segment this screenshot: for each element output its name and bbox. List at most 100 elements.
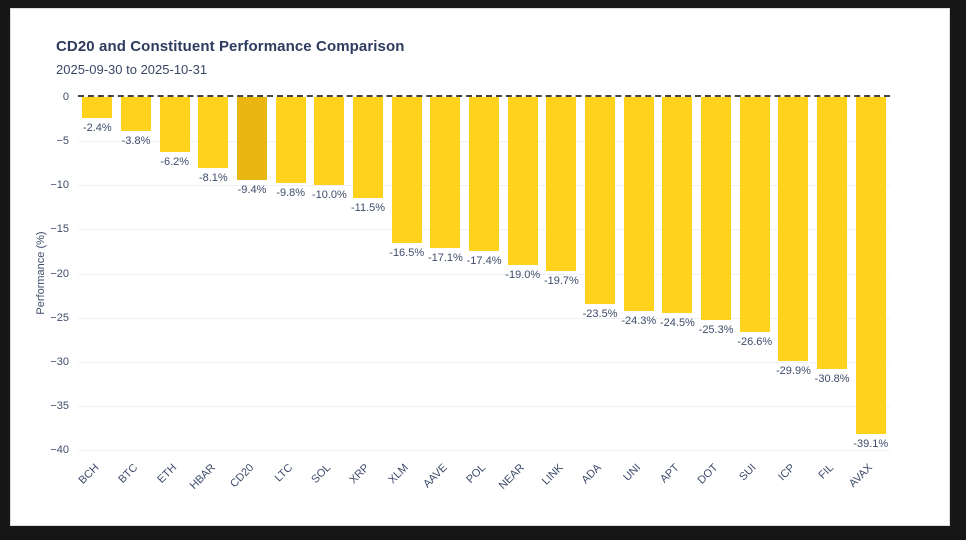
x-axis-label-xrp: XRP (347, 461, 373, 487)
bar-aave[interactable] (430, 97, 461, 248)
bar-slot-cd20: -9.4% CD20 (228, 97, 272, 490)
x-axis-label-link: LINK (539, 461, 566, 488)
bar-near[interactable] (507, 97, 538, 265)
value-label-xrp: -11.5% (351, 202, 386, 215)
bar-slot-ada: -23.5% ADA (580, 97, 620, 486)
y-tick-label: −5 (56, 135, 69, 148)
value-label-ltc: -9.8% (276, 187, 306, 200)
x-axis-label-eth: ETH (154, 461, 179, 486)
bar-slot-sui: -26.6% SUI (735, 97, 774, 483)
x-axis-label-dot: DOT (695, 461, 721, 487)
bar-slot-bch: -2.4% BCH (77, 97, 117, 487)
bar-apt[interactable] (662, 97, 693, 314)
value-label-fil: -30.8% (814, 372, 850, 385)
bar-slot-uni: -24.3% UNI (619, 97, 658, 484)
value-label-dot: -25.3% (698, 324, 734, 337)
bar-sol[interactable] (314, 97, 345, 186)
chart-panel: CD20 and Constituent Performance Compari… (10, 8, 950, 526)
bar-slot-btc: -3.8% BTC (116, 97, 156, 486)
y-tick-label: −30 (50, 355, 69, 368)
y-tick-label: −35 (50, 399, 69, 412)
bar-slot-ltc: -9.8% LTC (271, 97, 310, 484)
y-tick-label: −40 (50, 444, 69, 456)
y-tick-label: −20 (50, 267, 69, 280)
value-label-icp: -29.9% (776, 364, 811, 377)
bars-layer: -2.4% BCH -3.8% BTC -6.2% ETH -8.1% HBAR -9.4% CD… (77, 97, 890, 492)
x-axis-label-avax: AVAX (846, 461, 876, 490)
bar-slot-pol: -17.4% POL (464, 97, 504, 486)
bar-ada[interactable] (585, 97, 616, 305)
bar-slot-dot: -25.3% DOT (695, 97, 736, 487)
value-label-xlm: -16.5% (389, 246, 425, 259)
bar-slot-hbar: -8.1% HBAR (188, 97, 233, 492)
bar-slot-fil: -30.8% FIL (813, 97, 852, 481)
gridline (78, 405, 890, 407)
x-axis-label-cd20: CD20 (227, 461, 257, 491)
bar-slot-aave: -17.1% AAVE (421, 97, 465, 490)
x-axis-label-hbar: HBAR (187, 461, 218, 492)
bar-uni[interactable] (623, 97, 654, 312)
x-axis-label-uni: UNI (621, 461, 643, 484)
value-label-apt: -24.5% (659, 317, 695, 330)
bar-avax[interactable] (855, 97, 886, 434)
value-label-eth: -6.2% (160, 155, 190, 168)
x-axis-label-btc: BTC (116, 461, 141, 486)
bar-cd20[interactable] (237, 97, 268, 180)
value-label-uni: -24.3% (621, 315, 657, 328)
x-axis-label-aave: AAVE (420, 461, 450, 491)
chart-title: CD20 and Constituent Performance Compari… (56, 38, 405, 55)
value-label-cd20: -9.4% (237, 183, 267, 196)
x-axis-label-ltc: LTC (272, 461, 295, 485)
x-axis-label-near: NEAR (496, 461, 527, 492)
value-label-aave: -17.1% (427, 251, 463, 264)
gridline (78, 317, 890, 319)
value-label-sui: -26.6% (737, 335, 773, 348)
x-axis-label-pol: POL (464, 461, 489, 486)
bar-hbar[interactable] (198, 97, 229, 169)
bar-slot-eth: -6.2% ETH (155, 97, 194, 486)
bar-xlm[interactable] (391, 97, 422, 243)
chart-subtitle: 2025-09-30 to 2025-10-31 (56, 62, 208, 77)
zero-baseline (78, 95, 890, 97)
bar-fil[interactable] (817, 97, 848, 369)
bar-icp[interactable] (778, 97, 809, 361)
bar-slot-icp: -29.9% ICP (774, 97, 813, 483)
x-axis-label-fil: FIL (816, 461, 837, 482)
bar-xrp[interactable] (353, 97, 384, 199)
x-axis-label-sol: SOL (309, 461, 334, 486)
bar-bch[interactable] (82, 97, 113, 119)
bar-slot-link: -19.7% LINK (540, 97, 581, 488)
bar-link[interactable] (546, 97, 577, 271)
x-axis-label-icp: ICP (776, 461, 798, 484)
bar-slot-near: -19.0% NEAR (497, 97, 542, 492)
bar-ltc[interactable] (275, 97, 306, 184)
x-axis-label-apt: APT (658, 461, 682, 486)
bar-slot-avax: -39.1% AVAX (847, 97, 890, 490)
bar-slot-xlm: -16.5% XLM (386, 97, 426, 486)
x-axis-label-xlm: XLM (386, 461, 411, 487)
x-axis-label-ada: ADA (579, 461, 605, 487)
value-label-ada: -23.5% (582, 308, 618, 321)
value-label-sol: -10.0% (311, 189, 347, 202)
x-axis-label-bch: BCH (76, 461, 102, 487)
y-tick-label: −25 (50, 311, 69, 324)
value-label-btc: -3.8% (121, 134, 151, 147)
plot-area: 0 −5 −10 −15 −20 −25 −30 −35 −40 -2.4% BCH -3.8% BT… (50, 91, 890, 492)
y-tick-label: −10 (50, 179, 69, 192)
bar-btc[interactable] (121, 97, 151, 131)
value-label-hbar: -8.1% (198, 172, 228, 185)
bar-eth[interactable] (159, 97, 190, 152)
value-label-bch: -2.4% (82, 122, 112, 135)
bar-pol[interactable] (469, 97, 500, 251)
gridline (78, 361, 890, 363)
bar-slot-sol: -10.0% SOL (310, 97, 349, 486)
bar-slot-xrp: -11.5% XRP (348, 97, 388, 486)
value-label-pol: -17.4% (466, 254, 502, 267)
bar-dot[interactable] (701, 97, 732, 321)
bar-sui[interactable] (739, 97, 770, 332)
y-tick-label: 0 (62, 91, 69, 103)
value-label-link: -19.7% (543, 274, 579, 287)
y-tick-label: −15 (50, 223, 69, 236)
gridline (78, 450, 890, 451)
value-label-avax: -39.1% (853, 438, 889, 450)
